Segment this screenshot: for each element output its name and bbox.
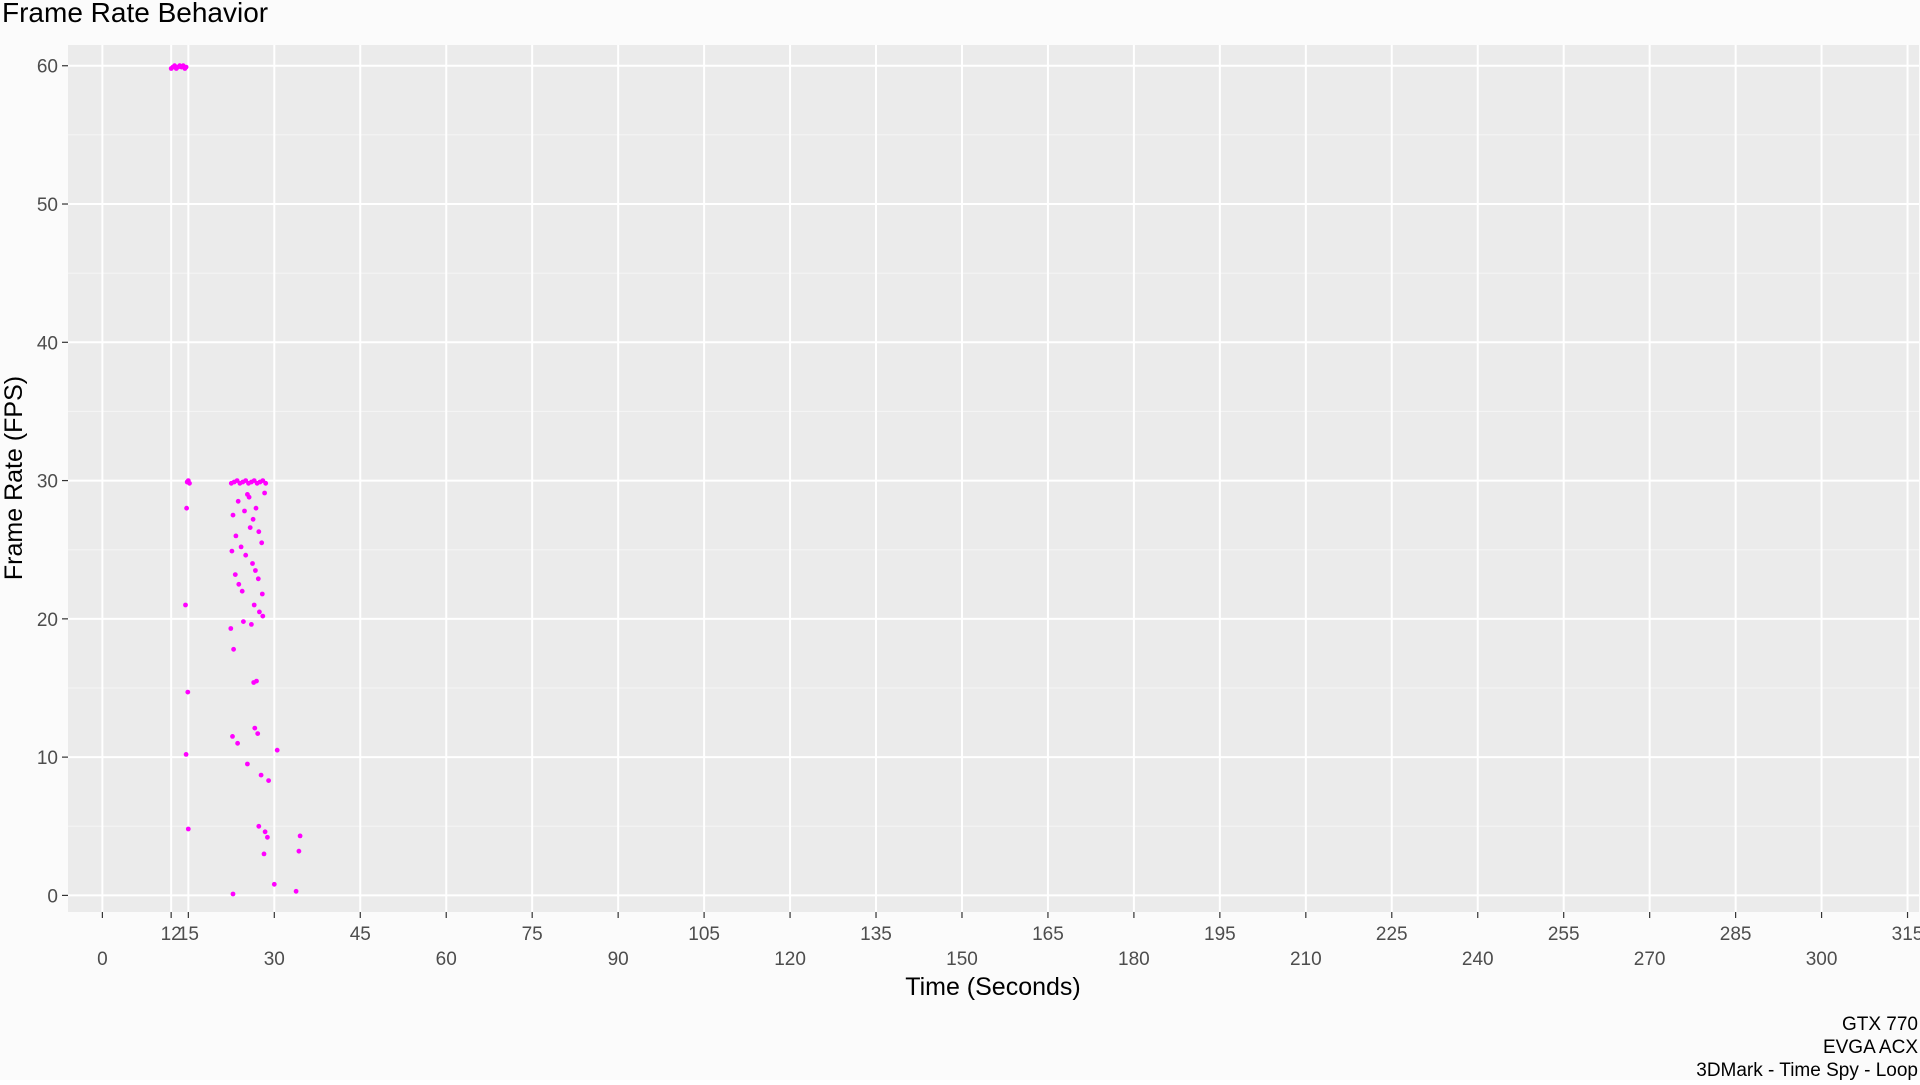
data-point bbox=[185, 689, 191, 695]
x-tick-label: 120 bbox=[774, 949, 806, 970]
data-point bbox=[265, 834, 270, 840]
x-tick-label: 105 bbox=[688, 924, 720, 945]
data-point bbox=[293, 888, 299, 894]
data-point bbox=[187, 480, 192, 486]
data-point bbox=[230, 734, 235, 739]
x-tick-label: 15 bbox=[178, 924, 199, 945]
data-point bbox=[258, 772, 264, 778]
y-tick-label: 10 bbox=[37, 748, 58, 769]
data-point bbox=[239, 588, 245, 594]
data-point bbox=[297, 833, 303, 839]
x-tick-label: 225 bbox=[1376, 924, 1408, 945]
data-point bbox=[259, 540, 265, 546]
data-point bbox=[253, 568, 258, 573]
x-tick-label: 300 bbox=[1806, 949, 1838, 970]
data-point bbox=[250, 561, 255, 566]
data-point bbox=[254, 678, 259, 684]
data-point bbox=[183, 602, 188, 608]
x-tick-label: 150 bbox=[946, 949, 978, 970]
grid-lines bbox=[68, 45, 1919, 912]
data-point bbox=[184, 505, 190, 511]
data-point bbox=[251, 602, 257, 608]
y-tick-label: 30 bbox=[37, 472, 58, 493]
data-point bbox=[183, 752, 189, 757]
data-point bbox=[256, 823, 262, 829]
data-point bbox=[262, 490, 267, 496]
x-tick-label: 195 bbox=[1204, 924, 1236, 945]
data-points bbox=[168, 63, 303, 897]
data-point bbox=[260, 613, 266, 619]
y-tick-label: 60 bbox=[37, 57, 58, 78]
x-tick-label: 165 bbox=[1032, 924, 1064, 945]
data-point bbox=[253, 505, 259, 511]
plot-panel bbox=[68, 45, 1919, 912]
data-point bbox=[228, 626, 234, 631]
data-point bbox=[274, 747, 280, 753]
caption-line-1: GTX 770 bbox=[1842, 1014, 1918, 1035]
data-point bbox=[263, 480, 269, 486]
data-point bbox=[262, 829, 268, 835]
data-point bbox=[229, 548, 235, 554]
data-point bbox=[266, 778, 271, 783]
chart-title: Frame Rate Behavior bbox=[2, 0, 268, 28]
data-point bbox=[183, 64, 189, 70]
data-point bbox=[235, 740, 241, 746]
data-point bbox=[256, 529, 262, 535]
data-point bbox=[257, 609, 262, 615]
x-tick-label: 12 bbox=[161, 924, 182, 945]
data-point bbox=[241, 619, 246, 624]
y-tick-label: 50 bbox=[37, 195, 58, 216]
x-tick-label: 75 bbox=[522, 924, 543, 945]
caption-line-3: 3DMark - Time Spy - Loop bbox=[1696, 1060, 1918, 1080]
data-point bbox=[231, 646, 237, 652]
data-point bbox=[238, 544, 244, 550]
data-point bbox=[232, 572, 238, 577]
data-point bbox=[235, 498, 241, 504]
data-point bbox=[245, 761, 250, 767]
x-tick-label: 255 bbox=[1548, 924, 1580, 945]
x-tick-label: 30 bbox=[264, 949, 285, 970]
data-point bbox=[261, 851, 267, 857]
x-tick-label: 90 bbox=[608, 949, 629, 970]
data-point bbox=[250, 516, 256, 522]
y-tick-label: 40 bbox=[37, 333, 58, 354]
x-tick-label: 240 bbox=[1462, 949, 1494, 970]
x-tick-label: 60 bbox=[436, 949, 457, 970]
data-point bbox=[233, 533, 239, 539]
data-point bbox=[236, 581, 242, 587]
x-tick-label: 270 bbox=[1634, 949, 1666, 970]
data-point bbox=[252, 725, 258, 731]
x-tick-label: 180 bbox=[1118, 949, 1150, 970]
data-point bbox=[246, 494, 252, 500]
x-tick-label: 135 bbox=[860, 924, 892, 945]
x-tick-label: 315 bbox=[1892, 924, 1920, 945]
caption-line-2: EVGA ACX bbox=[1823, 1037, 1918, 1058]
data-point bbox=[243, 552, 249, 558]
data-point bbox=[271, 881, 277, 887]
data-point bbox=[296, 848, 302, 854]
x-tick-label: 285 bbox=[1720, 924, 1752, 945]
data-point bbox=[249, 622, 254, 627]
data-point bbox=[242, 508, 247, 514]
y-tick-label: 20 bbox=[37, 610, 58, 631]
data-point bbox=[185, 826, 191, 832]
data-point bbox=[230, 891, 236, 897]
y-tick-label: 0 bbox=[47, 886, 58, 907]
x-tick-label: 0 bbox=[97, 949, 108, 970]
x-tick-label: 45 bbox=[350, 924, 371, 945]
x-tick-label: 210 bbox=[1290, 949, 1322, 970]
data-point bbox=[230, 512, 236, 518]
data-point bbox=[259, 591, 265, 597]
data-point bbox=[255, 731, 261, 736]
y-axis-title: Frame Rate (FPS) bbox=[0, 376, 28, 580]
data-point bbox=[247, 525, 253, 530]
x-axis-title: Time (Seconds) bbox=[905, 973, 1081, 1001]
data-point bbox=[255, 576, 261, 582]
